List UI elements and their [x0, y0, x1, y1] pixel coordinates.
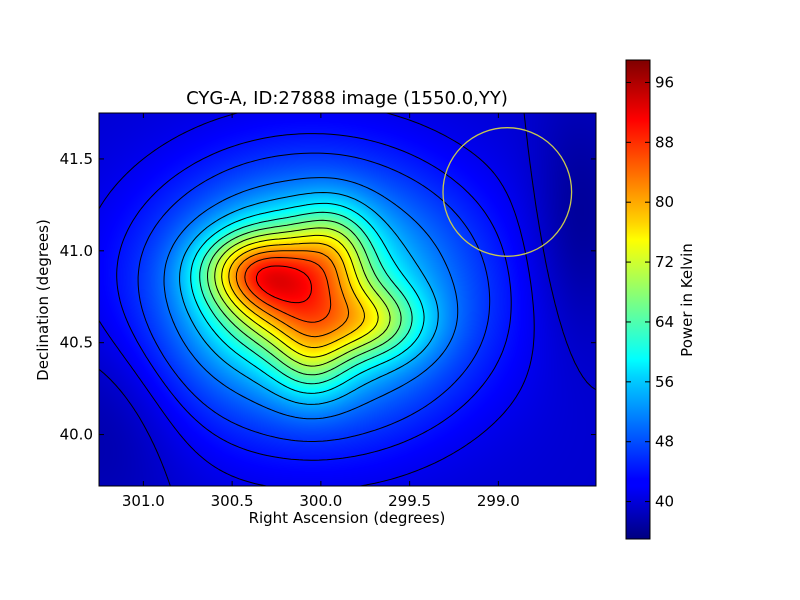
- contour-level-6: [190, 202, 425, 394]
- colorbar-tick-label-1: 48: [655, 433, 674, 451]
- contour-level-13: [244, 257, 332, 323]
- heatmap-image: [99, 113, 596, 486]
- contour-level-9: [214, 227, 391, 367]
- colorbar-ticks: 40 48 56 64 72 80 88 96: [626, 73, 674, 511]
- y-axis-label: Declination (degrees): [34, 219, 52, 381]
- x-tick-label-1: 300.5: [211, 492, 254, 510]
- x-tick-label-2: 300.0: [299, 492, 342, 510]
- colorbar-tick-label-7: 96: [655, 73, 674, 91]
- contour-level-0: [99, 113, 596, 486]
- contour-level-5: [179, 192, 439, 405]
- contour-level-7: [199, 211, 413, 385]
- contour-level-8: [207, 219, 402, 376]
- beam-circle-annotation: [442, 127, 573, 257]
- x-tick-label-3: 299.5: [388, 492, 431, 510]
- colorbar-tick-label-5: 80: [655, 193, 674, 211]
- y-tick-label-1: 40.5: [60, 334, 93, 352]
- colorbar-tick-label-0: 40: [655, 493, 674, 511]
- x-tick-label-4: 299.0: [477, 492, 520, 510]
- contour-level-14: [255, 265, 312, 304]
- contour-level-2: [116, 133, 512, 461]
- x-tick-label-0: 301.0: [122, 492, 165, 510]
- plot-area: [98, 112, 597, 487]
- contour-level-10: [221, 234, 379, 358]
- x-axis-label: Right Ascension (degrees): [249, 509, 446, 527]
- contour-level-12: [235, 250, 350, 338]
- y-axis-ticks: 40.0 40.5 41.0 41.5: [60, 150, 596, 444]
- contour-lines: [99, 113, 596, 486]
- contour-level-11: [228, 242, 365, 349]
- chart-title: CYG-A, ID:27888 image (1550.0,YY): [186, 88, 508, 109]
- y-tick-label-0: 40.0: [60, 426, 93, 444]
- colorbar-label: Power in Kelvin: [678, 243, 696, 357]
- colorbar-tick-label-3: 64: [655, 313, 674, 331]
- colorbar-tick-label-2: 56: [655, 373, 674, 391]
- y-tick-label-2: 41.0: [60, 242, 93, 260]
- colorbar-gradient: [625, 59, 651, 540]
- colorbar-tick-label-4: 72: [655, 253, 674, 271]
- y-tick-label-3: 41.5: [60, 150, 93, 168]
- colorbar: 40 48 56 64 72 80 88 96 Power in Kelvin: [625, 59, 696, 540]
- contour-level-1: [99, 113, 535, 486]
- x-axis-ticks: 301.0 300.5 300.0 299.5 299.0: [122, 113, 520, 510]
- contour-level-3: [137, 152, 491, 442]
- colorbar-tick-label-6: 88: [655, 133, 674, 151]
- plot-frame: [98, 112, 597, 487]
- contour-level-4: [163, 177, 459, 420]
